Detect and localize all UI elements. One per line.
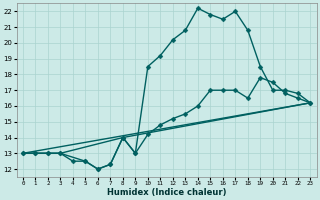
X-axis label: Humidex (Indice chaleur): Humidex (Indice chaleur) xyxy=(107,188,226,197)
